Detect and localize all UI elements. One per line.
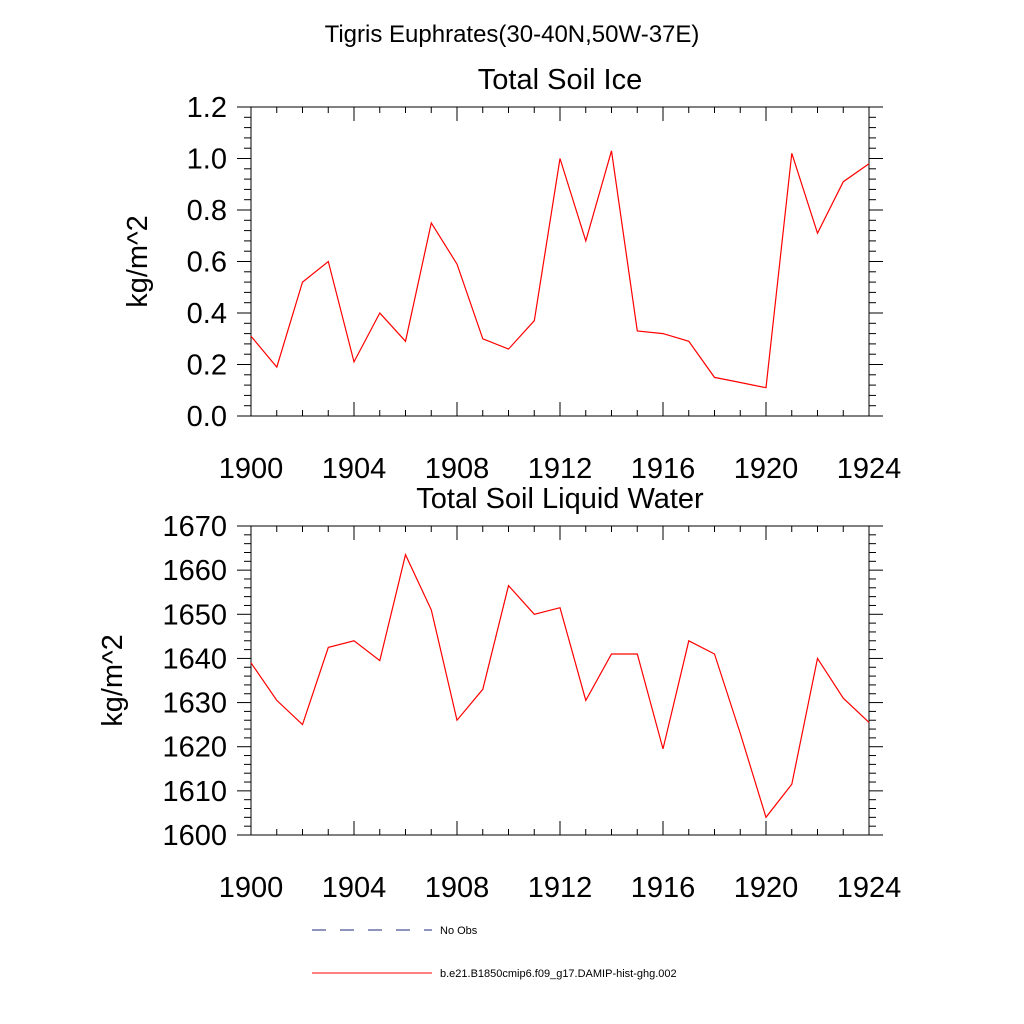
y-axis-label: kg/m^2	[97, 634, 129, 727]
x-tick-label: 1920	[734, 872, 799, 904]
legend: No Obs b.e21.B1850cmip6.f09_g17.DAMIP-hi…	[312, 925, 677, 980]
y-tick-label: 1610	[162, 776, 227, 808]
x-tick-label: 1904	[322, 872, 387, 904]
plot-frame	[250, 106, 870, 417]
y-tick-label: 1640	[162, 643, 227, 675]
panel-title: Total Soil Ice	[478, 64, 642, 96]
y-tick-label: 1630	[162, 688, 227, 720]
x-tick-label: 1916	[631, 453, 696, 485]
panel-soil-liquid-water: 1900 1904 1908 1912 1916 1920 1924 1600 1610 1620…	[97, 483, 901, 904]
x-tick-label: 1916	[631, 872, 696, 904]
y-tick-label: 1650	[162, 599, 227, 631]
y-tick-label: 1670	[162, 511, 227, 543]
x-tick-label: 1920	[734, 453, 799, 485]
legend-label-no-obs: No Obs	[440, 925, 478, 937]
x-tick-label: 1924	[837, 872, 902, 904]
y-tick-label: 0.4	[187, 298, 227, 330]
y-tick-label: 0.2	[187, 350, 227, 382]
y-tick-label: 0.8	[187, 195, 227, 227]
x-tick-label: 1912	[528, 453, 593, 485]
y-tick-label: 1.0	[187, 144, 227, 176]
x-tick-label: 1912	[528, 872, 593, 904]
x-tick-label: 1924	[837, 453, 902, 485]
figure-suptitle: Tigris Euphrates(30-40N,50W-37E)	[325, 21, 700, 48]
x-tick-label: 1900	[219, 453, 284, 485]
x-tick-label: 1900	[219, 872, 284, 904]
series-line	[250, 150, 870, 389]
legend-label-model-run: b.e21.B1850cmip6.f09_g17.DAMIP-hist-ghg.…	[440, 968, 677, 980]
y-tick-label: 1660	[162, 555, 227, 587]
panel-title: Total Soil Liquid Water	[416, 483, 704, 515]
y-tick-label: 1.2	[187, 92, 227, 124]
x-tick-label: 1908	[425, 453, 490, 485]
y-tick-label: 0.6	[187, 247, 227, 279]
plot-frame	[250, 525, 870, 836]
y-tick-label: 1620	[162, 732, 227, 764]
y-tick-label: 0.0	[187, 401, 227, 433]
y-axis-label: kg/m^2	[122, 215, 154, 308]
panel-soil-ice: 1900 1904 1908 1912 1916 1920 1924 0.0 0.2 0.4 0.6…	[122, 64, 901, 485]
x-tick-label: 1908	[425, 872, 490, 904]
x-tick-label: 1904	[322, 453, 387, 485]
series-line	[250, 552, 870, 819]
y-tick-label: 1600	[162, 820, 227, 852]
